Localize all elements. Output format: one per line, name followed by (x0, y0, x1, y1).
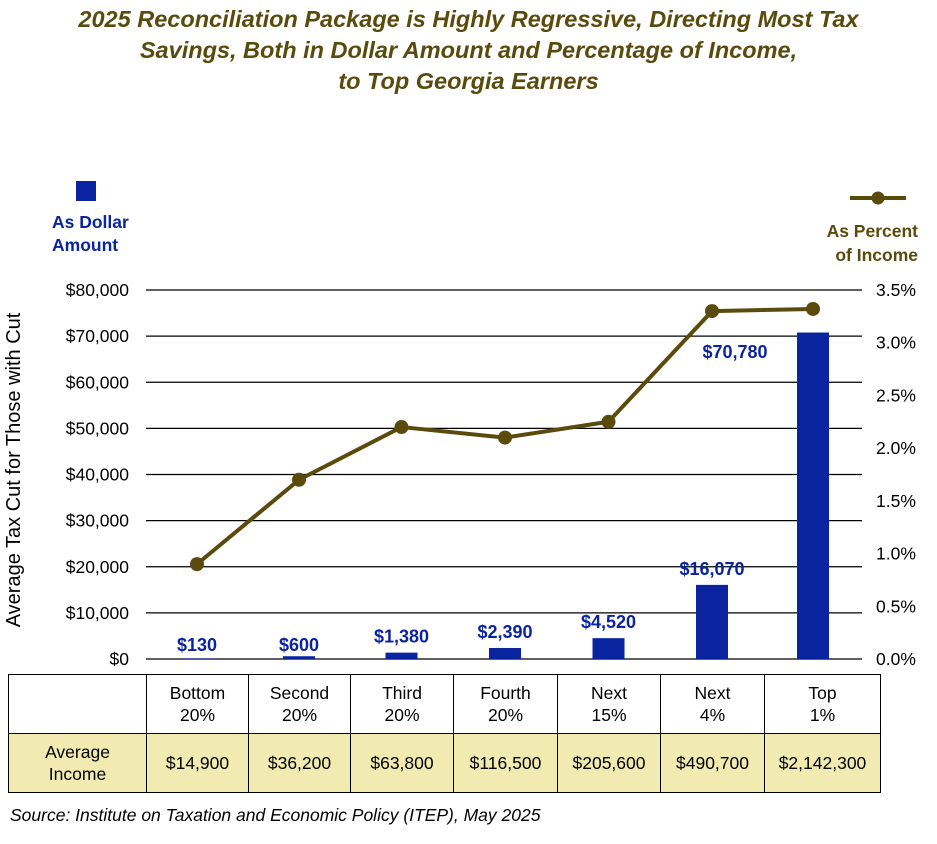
income-table: Bottom 20% Second 20% Third 20% Fourth 20% N… (8, 674, 881, 793)
percent-point (601, 414, 616, 429)
income-third-20: $63,800 (350, 733, 454, 793)
legend-bar-label-1: As Dollar (52, 212, 129, 232)
left-tick-label: $0 (110, 649, 130, 669)
bar-value-label: $2,390 (477, 622, 532, 642)
right-tick-label: 1.5% (876, 491, 916, 511)
group-third-20: Third 20% (350, 674, 454, 734)
right-tick-label: 2.0% (876, 438, 916, 458)
percent-point (292, 472, 306, 487)
percent-point (394, 420, 409, 435)
bar (385, 652, 418, 659)
legend-line-label-1: As Percent (827, 221, 919, 241)
percent-line (190, 301, 820, 572)
bar (181, 658, 213, 659)
bars (181, 332, 829, 659)
bar-value-labels: $130 $600 $1,380 $2,390 $4,520 $16,070 $70,780 (177, 342, 768, 655)
legend-bar-label-2: Amount (52, 235, 118, 255)
bar (592, 638, 625, 659)
group-second-20: Second 20% (248, 674, 351, 734)
left-tick-label: $20,000 (66, 557, 130, 577)
gridlines (146, 289, 862, 660)
percent-point (190, 557, 204, 572)
right-tick-label: 3.5% (876, 280, 916, 300)
right-tick-label: 0.5% (876, 596, 916, 616)
chart-title: 2025 Reconciliation Package is Highly Re… (0, 4, 937, 97)
left-tick-label: $10,000 (66, 603, 130, 623)
chart-svg: As Dollar Amount As Percent of Income Av… (3, 181, 919, 669)
right-tick-label: 3.0% (876, 333, 916, 353)
income-fourth-20: $116,500 (453, 733, 558, 793)
income-top-1: $2,142,300 (764, 733, 881, 793)
bar-value-label: $4,520 (581, 612, 636, 632)
bar (797, 332, 829, 659)
group-next-4: Next 4% (660, 674, 765, 734)
right-axis-ticks: 0.0% 0.5% 1.0% 1.5% 2.0% 2.5% 3.0% 3.5% (876, 280, 916, 669)
bar (696, 584, 728, 659)
bar-value-label: $130 (177, 635, 217, 655)
legend-bar-swatch (76, 181, 96, 201)
right-tick-label: 0.0% (876, 649, 916, 669)
group-next-15: Next 15% (557, 674, 661, 734)
left-tick-label: $60,000 (66, 372, 130, 392)
left-tick-label: $30,000 (66, 511, 130, 531)
percent-point (806, 301, 820, 316)
percent-point (705, 304, 719, 319)
title-line-1: 2025 Reconciliation Package is Highly Re… (78, 6, 859, 32)
right-tick-label: 2.5% (876, 385, 916, 405)
bar (489, 647, 521, 659)
income-row-label: Average Income (8, 733, 147, 793)
y-axis-title: Average Tax Cut for Those with Cut (3, 312, 25, 627)
bar-value-label: $600 (279, 635, 319, 655)
income-second-20: $36,200 (248, 733, 351, 793)
left-tick-label: $50,000 (66, 418, 130, 438)
income-bottom-20: $14,900 (146, 733, 249, 793)
title-line-3: to Top Georgia Earners (338, 68, 599, 94)
left-tick-label: $40,000 (66, 465, 130, 485)
bar-value-label: $70,780 (702, 342, 767, 362)
left-axis-ticks: $0 $10,000 $20,000 $30,000 $40,000 $50,000 $60… (66, 280, 130, 669)
table-corner-cell (8, 674, 147, 734)
group-top-1: Top 1% (764, 674, 881, 734)
bar-value-label: $1,380 (374, 627, 429, 647)
percent-point (498, 430, 512, 445)
income-next-15: $205,600 (557, 733, 661, 793)
income-next-4: $490,700 (660, 733, 765, 793)
right-tick-label: 1.0% (876, 544, 916, 564)
bar-value-label: $16,070 (679, 559, 744, 579)
table-header-row: Bottom 20% Second 20% Third 20% Fourth 20% N… (8, 674, 881, 734)
source-note: Source: Institute on Taxation and Econom… (10, 805, 541, 825)
legend-line-marker (871, 191, 885, 205)
legend-line-label-2: of Income (835, 245, 918, 265)
left-tick-label: $70,000 (66, 326, 130, 346)
table-income-row: Average Income $14,900 $36,200 $63,800 $1… (8, 733, 881, 793)
group-bottom-20: Bottom 20% (146, 674, 249, 734)
title-line-2: Savings, Both in Dollar Amount and Perce… (139, 37, 798, 63)
group-fourth-20: Fourth 20% (453, 674, 558, 734)
left-tick-label: $80,000 (66, 280, 130, 300)
bar (283, 656, 315, 659)
